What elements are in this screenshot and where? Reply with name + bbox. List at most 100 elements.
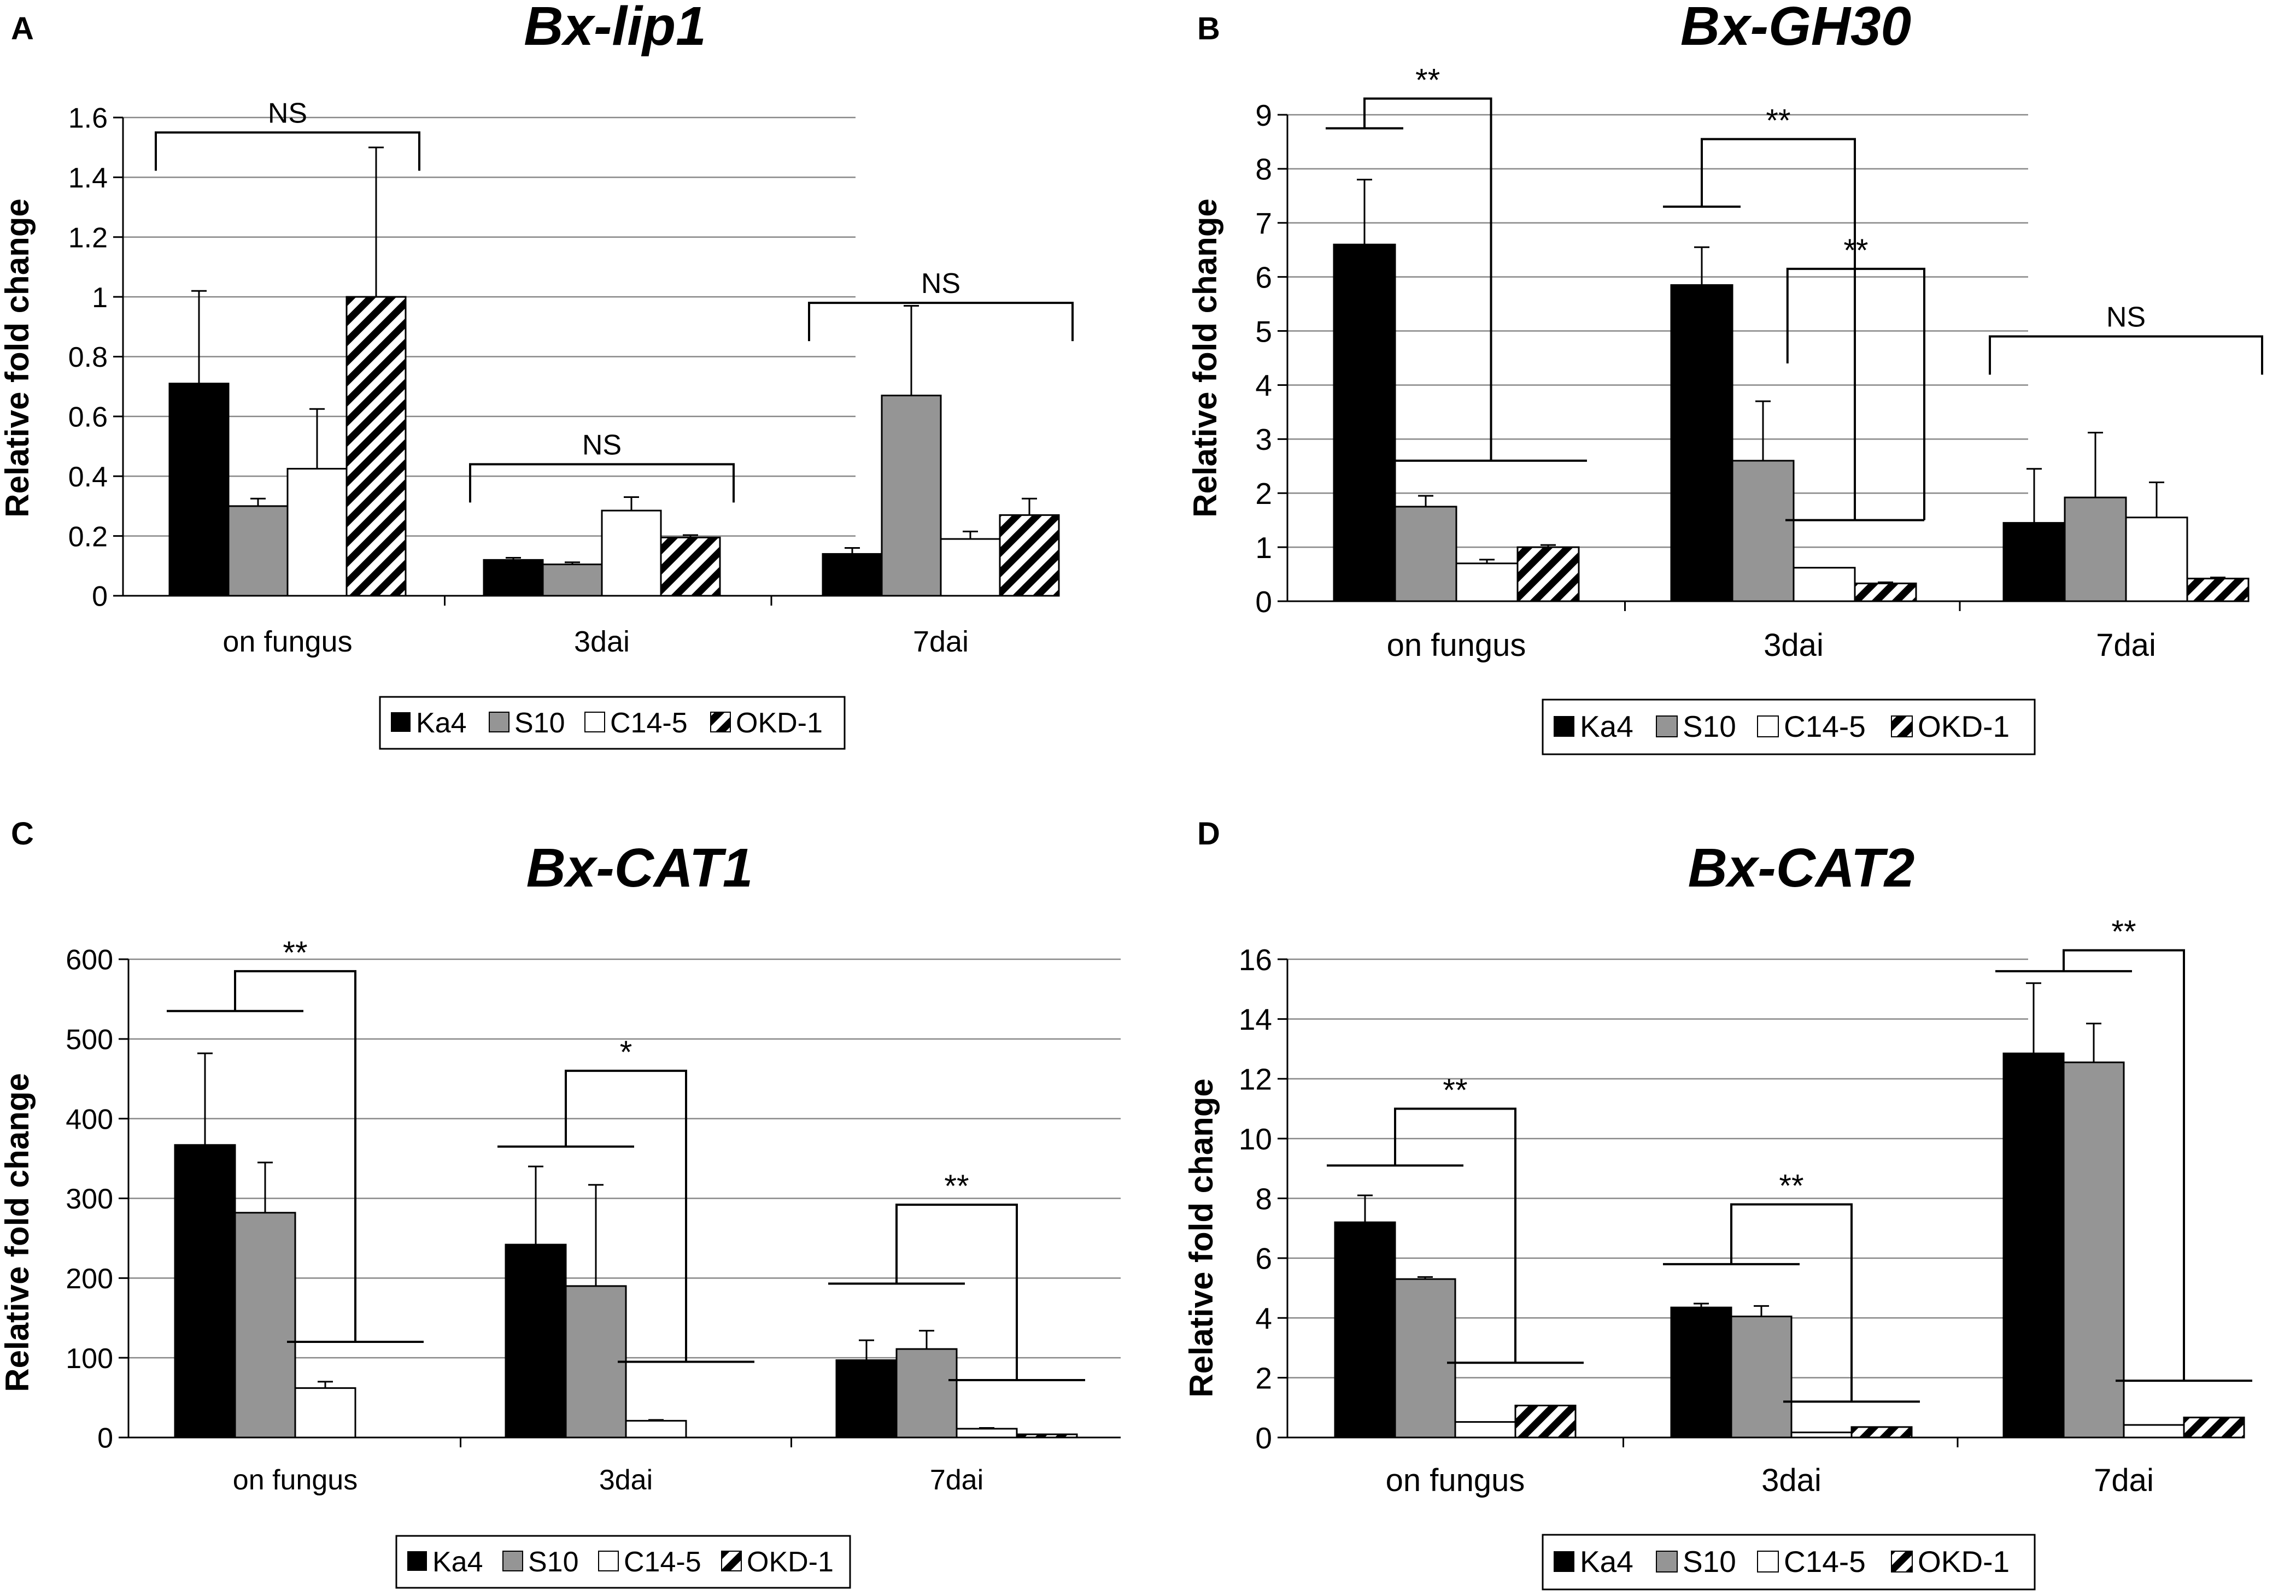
legend-swatch-c14-a: [584, 712, 605, 732]
panel-c: C Bx-CAT1 Relative fold change 0 100 200 30…: [0, 816, 1121, 1589]
y-tick-label-d: 4: [1255, 1301, 1272, 1335]
y-tick-label-b: 2: [1255, 477, 1272, 511]
sig-label-c: **: [283, 935, 307, 971]
sig-label-c: *: [620, 1035, 632, 1070]
legend-label-ka4-c: Ka4: [432, 1546, 483, 1578]
y-tick-label-d: 16: [1239, 943, 1272, 977]
bar-okd-a: [660, 536, 721, 597]
ns-label-a: NS: [582, 429, 622, 461]
bar-ka4-a: [822, 553, 883, 597]
legend-box-d: [1542, 1534, 2036, 1591]
sig-label-d: **: [2111, 914, 2136, 950]
y-tick-label-b: 0: [1255, 585, 1272, 619]
legend-swatch-c14-b: [1757, 715, 1779, 737]
y-axis-label-d: Relative fold change: [1183, 1078, 1220, 1397]
panel-b: B Bx-GH30 Relative fold change 0 1 2 3 4 5 6 7 8…: [1187, 0, 2263, 755]
sig-bracket-b: [1701, 138, 1856, 520]
x-tick-label-a: 3dai: [574, 625, 630, 658]
chart-title-c: Bx-CAT1: [526, 837, 753, 899]
x-tick-label-c: 3dai: [599, 1464, 653, 1496]
ns-bracket-b: [1989, 335, 2263, 375]
bar-c14-a: [601, 509, 662, 597]
y-tick-label-d: 10: [1239, 1122, 1272, 1156]
plot-area-b: 0 1 2 3 4 5 6 7 8 9 on fungus 3dai 7dai ** ** ** NS: [1255, 62, 2263, 663]
legend-label-s10-c: S10: [528, 1546, 579, 1578]
ns-bracket-a: [808, 302, 1074, 342]
y-tick-label-d: 14: [1239, 1002, 1272, 1036]
x-tick-label-b: 7dai: [2096, 627, 2156, 663]
legend-swatch-okd-a: [710, 712, 731, 732]
bar-c14-d: [1454, 1421, 1516, 1439]
y-tick-label-c: 300: [66, 1183, 113, 1215]
bar-ka4-b: [1670, 284, 1733, 602]
y-tick-label-a: 1.6: [68, 103, 108, 134]
bar-s10-b: [1731, 460, 1795, 602]
y-tick-label-c: 0: [97, 1423, 113, 1454]
legend-label-c14-d: C14-5: [1784, 1545, 1866, 1579]
legend-label-s10-b: S10: [1683, 709, 1736, 743]
legend-box-c: [395, 1535, 851, 1589]
panel-letter-c: C: [11, 816, 34, 852]
bar-ka4-c: [505, 1243, 567, 1439]
bar-c14-b: [1455, 562, 1519, 602]
bar-okd-d: [1514, 1404, 1577, 1439]
bar-s10-d: [1730, 1316, 1793, 1439]
bar-s10-d: [2063, 1061, 2125, 1439]
legend-c: Ka4 S10 C14-5 OKD-1: [395, 1535, 851, 1589]
x-tick-label-d: 3dai: [1761, 1463, 1821, 1498]
x-tick-label-c: on fungus: [233, 1464, 358, 1496]
legend-swatch-s10-c: [502, 1551, 523, 1571]
legend-box-b: [1542, 699, 2036, 755]
y-tick-label-b: 6: [1255, 260, 1272, 294]
y-tick-label-b: 9: [1255, 98, 1272, 132]
sig-bracket-b: [1363, 97, 1492, 461]
y-axis-label-a: Relative fold change: [0, 198, 36, 517]
x-tick-label-b: 3dai: [1764, 627, 1824, 663]
bar-ka4-b: [2002, 522, 2066, 602]
panel-letter-b: B: [1197, 11, 1220, 46]
bar-ka4-a: [168, 383, 230, 597]
y-tick-label-c: 500: [66, 1024, 113, 1056]
y-tick-label-a: 1: [92, 282, 108, 314]
y-axis-label-b: Relative fold change: [1187, 198, 1223, 517]
bar-s10-a: [881, 395, 942, 597]
sig-bracket-c: [895, 1204, 1018, 1380]
legend-label-ka4-d: Ka4: [1580, 1545, 1633, 1579]
bar-c14-c: [625, 1419, 687, 1439]
chart-title-a: Bx-lip1: [524, 0, 706, 57]
y-tick-label-d: 2: [1255, 1361, 1272, 1395]
x-tick-label-a: 7dai: [913, 625, 969, 658]
sig-bracket-d: [2063, 949, 2185, 1381]
y-axis-label-c: Relative fold change: [0, 1073, 36, 1392]
plot-area-a: 0 0.2 0.4 0.6 0.8 1 1.2 1.4 1.6 on fungus 3dai 7dai…: [68, 97, 1074, 658]
y-tick-label-b: 3: [1255, 423, 1272, 456]
bar-ka4-d: [1670, 1306, 1732, 1439]
bar-c14-c: [956, 1428, 1018, 1439]
bar-okd-b: [1854, 582, 1917, 602]
legend-label-c14-a: C14-5: [610, 707, 688, 739]
legend-label-ka4-a: Ka4: [416, 707, 467, 739]
bar-s10-b: [1394, 506, 1457, 602]
bar-okd-d: [2183, 1416, 2245, 1439]
legend-b: Ka4 S10 C14-5 OKD-1: [1542, 699, 2036, 755]
y-tick-label-b: 5: [1255, 314, 1272, 348]
legend-swatch-c14-c: [598, 1551, 619, 1571]
ns-label-a: NS: [268, 97, 307, 129]
legend-d: Ka4 S10 C14-5 OKD-1: [1542, 1534, 2036, 1591]
x-tick-label-d: on fungus: [1386, 1463, 1525, 1498]
legend-label-c14-b: C14-5: [1784, 709, 1866, 743]
bar-okd-d: [1850, 1426, 1913, 1439]
legend-label-ka4-b: Ka4: [1580, 709, 1633, 743]
legend-swatch-okd-b: [1891, 715, 1913, 737]
sig-bracket-c: [234, 970, 356, 1342]
bar-okd-b: [2186, 577, 2250, 602]
x-tick-label-a: on fungus: [222, 625, 352, 658]
bar-okd-a: [345, 296, 407, 597]
panel-letter-d: D: [1197, 816, 1220, 852]
sig-bracket-d: [1394, 1107, 1516, 1363]
bar-ka4-c: [835, 1359, 898, 1439]
x-tick-label-d: 7dai: [2094, 1463, 2154, 1498]
sig-label-b: **: [1843, 233, 1868, 268]
chart-title-b: Bx-GH30: [1680, 0, 1911, 57]
